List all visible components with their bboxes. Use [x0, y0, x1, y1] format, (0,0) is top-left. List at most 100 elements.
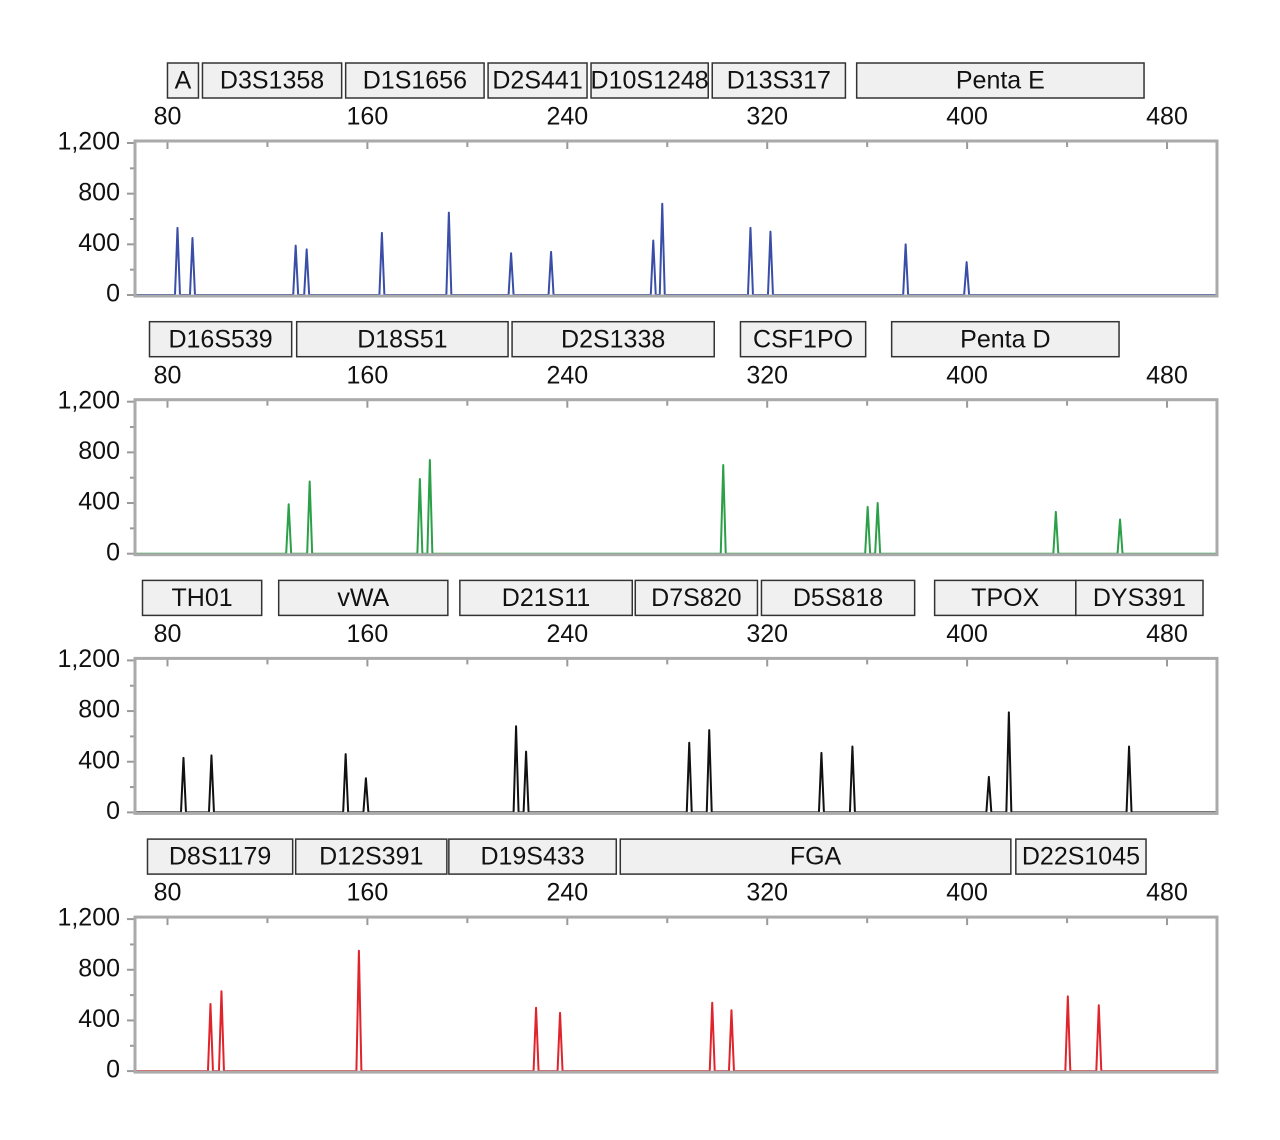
- x-tick-label: 480: [1146, 620, 1188, 648]
- x-tick-label: 160: [347, 361, 389, 389]
- marker-label: D2S441: [492, 67, 582, 95]
- y-tick-label: 1,200: [57, 128, 120, 156]
- marker-box: [166, 62, 200, 99]
- y-tick-label: 800: [78, 696, 120, 724]
- y-tick-label: 800: [78, 437, 120, 465]
- y-tick-label: 400: [78, 229, 120, 257]
- x-tick-label: 80: [154, 103, 182, 131]
- x-tick-label: 240: [546, 879, 588, 907]
- marker-box: [760, 579, 916, 617]
- marker-box: [201, 62, 343, 99]
- marker-box: [634, 579, 759, 617]
- x-tick-label: 400: [946, 879, 988, 907]
- marker-label: D5S818: [793, 584, 883, 612]
- marker-box: [511, 320, 715, 358]
- marker-label: D7S820: [651, 584, 741, 612]
- x-tick-label: 400: [946, 620, 988, 648]
- plot-frame: [133, 915, 1219, 1074]
- marker-box: [890, 320, 1120, 358]
- marker-label: TPOX: [971, 584, 1039, 612]
- x-tick-label: 480: [1146, 361, 1188, 389]
- y-tick-label: 400: [78, 488, 120, 516]
- x-tick-label: 320: [746, 361, 788, 389]
- panel: A D3S1358 D1S1656 D2S441 D10S1248 D13S317 Pent…: [57, 62, 1219, 308]
- marker-box: [619, 838, 1012, 875]
- panel: TH01 vWA D21S11 D7S820 D5S818 TPOX DYS391 80 160…: [57, 579, 1219, 825]
- x-tick-label: 400: [946, 103, 988, 131]
- y-tick-label: 0: [106, 797, 120, 825]
- marker-label: D12S391: [319, 843, 423, 871]
- marker-label: D10S1248: [591, 67, 709, 95]
- marker-label: DYS391: [1093, 584, 1186, 612]
- x-tick-label: 320: [746, 103, 788, 131]
- plot-frame: [133, 656, 1219, 815]
- marker-box: [277, 579, 449, 617]
- x-tick-label: 80: [154, 361, 182, 389]
- y-tick-label: 0: [106, 1056, 120, 1084]
- marker-label: TH01: [172, 584, 233, 612]
- y-tick-label: 800: [78, 954, 120, 982]
- y-tick-label: 800: [78, 178, 120, 206]
- x-tick-label: 160: [347, 103, 389, 131]
- marker-box: [344, 62, 485, 99]
- marker-box: [933, 579, 1077, 617]
- x-tick-label: 240: [546, 620, 588, 648]
- plot-frame: [133, 139, 1219, 298]
- marker-box: [1075, 579, 1204, 617]
- trace: [135, 949, 1217, 1073]
- x-tick-label: 480: [1146, 879, 1188, 907]
- marker-label: D1S1656: [363, 67, 467, 95]
- marker-label: D22S1045: [1022, 843, 1140, 871]
- x-tick-label: 320: [746, 620, 788, 648]
- y-tick-label: 0: [106, 280, 120, 308]
- y-tick-label: 400: [78, 1005, 120, 1033]
- marker-label: D2S1338: [561, 325, 665, 353]
- x-tick-label: 240: [546, 103, 588, 131]
- marker-box: [459, 579, 634, 617]
- x-tick-label: 160: [347, 879, 389, 907]
- marker-box: [487, 62, 588, 99]
- y-tick-label: 1,200: [57, 386, 120, 414]
- marker-label: Penta E: [956, 67, 1045, 95]
- x-tick-label: 240: [546, 361, 588, 389]
- y-tick-label: 1,200: [57, 645, 120, 673]
- x-tick-label: 400: [946, 361, 988, 389]
- marker-box: [1015, 838, 1147, 875]
- y-tick-label: 0: [106, 538, 120, 566]
- x-tick-label: 320: [746, 879, 788, 907]
- marker-label: D21S11: [502, 584, 591, 612]
- y-tick-label: 400: [78, 746, 120, 774]
- marker-label: D8S1179: [169, 843, 271, 871]
- panel: D8S1179 D12S391 D19S433 FGA D22S1045 80 160 240…: [57, 838, 1219, 1084]
- marker-box: [146, 838, 294, 875]
- x-tick-label: 80: [154, 620, 182, 648]
- marker-label: D3S1358: [220, 67, 324, 95]
- marker-box: [739, 320, 867, 358]
- marker-box: [294, 838, 448, 875]
- marker-label: D18S51: [357, 325, 447, 353]
- x-tick-label: 80: [154, 879, 182, 907]
- trace: [135, 202, 1217, 296]
- trace: [135, 711, 1217, 814]
- marker-label: A: [175, 67, 192, 95]
- marker-label: vWA: [337, 584, 389, 612]
- plot-frame: [133, 398, 1219, 557]
- marker-label: D13S317: [727, 67, 831, 95]
- marker-box: [590, 62, 709, 99]
- panel: D16S539 D18S51 D2S1338 CSF1PO Penta D 80 160 24…: [57, 320, 1219, 566]
- marker-box: [855, 62, 1145, 99]
- marker-label: FGA: [790, 843, 842, 871]
- marker-label: D16S539: [168, 325, 272, 353]
- marker-box: [141, 579, 263, 617]
- y-tick-label: 1,200: [57, 904, 120, 932]
- marker-box: [295, 320, 509, 358]
- marker-box: [148, 320, 293, 358]
- trace: [135, 458, 1217, 555]
- marker-label: Penta D: [960, 325, 1050, 353]
- marker-label: CSF1PO: [753, 325, 853, 353]
- marker-box: [448, 838, 618, 875]
- x-tick-label: 160: [347, 620, 389, 648]
- x-tick-label: 480: [1146, 103, 1188, 131]
